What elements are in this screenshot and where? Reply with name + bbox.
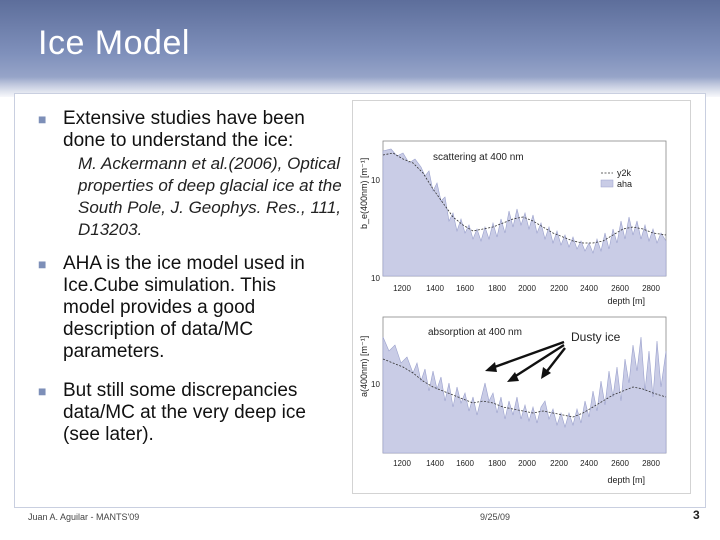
arrow-3-head-icon bbox=[541, 367, 551, 379]
bottom-xtick-2400: 2400 bbox=[580, 459, 598, 468]
title-bar bbox=[0, 0, 720, 97]
footer-date: 9/25/09 bbox=[480, 512, 511, 522]
top-xtick-2600: 2600 bbox=[611, 284, 629, 293]
top-panel-ylabel: b_e(400nm) [m⁻¹] bbox=[359, 158, 369, 229]
top-aha-fill bbox=[382, 148, 667, 277]
bottom-xtick-2200: 2200 bbox=[550, 459, 568, 468]
top-panel-xlabel: depth [m] bbox=[607, 296, 645, 306]
top-xtick-2200: 2200 bbox=[550, 284, 568, 293]
bullet-2: ■ AHA is the ice model used in Ice.Cube … bbox=[38, 253, 323, 363]
bottom-panel-title: absorption at 400 nm bbox=[428, 327, 522, 338]
footer-author: Juan A. Aguilar - MANTS'09 bbox=[28, 512, 140, 522]
bottom-panel-ylabel: a(400nm) [m⁻¹] bbox=[359, 336, 369, 397]
top-xtick-1800: 1800 bbox=[488, 284, 506, 293]
bottom-xtick-1400: 1400 bbox=[426, 459, 444, 468]
top-panel-ytick-2: 10 bbox=[371, 274, 380, 283]
arrow-1 bbox=[488, 340, 565, 371]
top-xtick-2000: 2000 bbox=[518, 284, 536, 293]
bottom-y2k-line bbox=[382, 358, 667, 418]
arrow-2-head-icon bbox=[507, 372, 519, 382]
slide-title: Ice Model bbox=[38, 24, 190, 62]
legend-y2k-label: y2k bbox=[617, 168, 632, 178]
bottom-xtick-2000: 2000 bbox=[518, 459, 536, 468]
bullet-square-icon: ■ bbox=[38, 383, 47, 399]
bullet-3: ■ But still some discrepancies data/MC a… bbox=[38, 380, 338, 446]
top-xtick-2400: 2400 bbox=[580, 284, 598, 293]
ice-figure-svg: scattering at 400 nm y2k aha b_e(400nm) … bbox=[359, 140, 667, 485]
bullet-square-icon: ■ bbox=[38, 111, 47, 127]
top-xtick-2800: 2800 bbox=[642, 284, 660, 293]
legend-aha-label: aha bbox=[617, 179, 632, 189]
top-y2k-line bbox=[382, 152, 667, 244]
slide-number: 3 bbox=[693, 508, 700, 522]
dusty-ice-annotation: Dusty ice bbox=[571, 330, 621, 344]
top-xtick-1200: 1200 bbox=[393, 284, 411, 293]
top-panel-ytick-1: 10 bbox=[371, 176, 380, 185]
arrow-1-head-icon bbox=[485, 362, 497, 372]
bottom-panel-ytick-1: 10 bbox=[371, 380, 380, 389]
bottom-xtick-2800: 2800 bbox=[642, 459, 660, 468]
dusty-ice-arrows bbox=[485, 340, 566, 382]
bottom-xtick-1800: 1800 bbox=[488, 459, 506, 468]
bottom-aha-fill bbox=[382, 336, 667, 454]
bottom-panel-xlabel: depth [m] bbox=[607, 475, 645, 485]
bullet-1: ■ Extensive studies have been done to un… bbox=[38, 108, 338, 152]
bullet-3-text: But still some discrepancies data/MC at … bbox=[63, 380, 306, 445]
top-xtick-1600: 1600 bbox=[456, 284, 474, 293]
top-x-tick-labels: 1200 1400 1600 1800 2000 2200 2400 2600 … bbox=[393, 284, 660, 293]
arrow-2 bbox=[510, 343, 565, 381]
bullet-square-icon: ■ bbox=[38, 256, 47, 272]
reference-citation: M. Ackermann et al.(2006), Optical prope… bbox=[78, 154, 342, 239]
legend-aha-swatch bbox=[600, 179, 614, 188]
bullet-2-text: AHA is the ice model used in Ice.Cube si… bbox=[63, 253, 305, 362]
title-bar-glow bbox=[0, 77, 720, 97]
bottom-x-tick-labels: 1200 1400 1600 1800 2000 2200 2400 2600 … bbox=[393, 459, 660, 468]
bottom-xtick-1600: 1600 bbox=[456, 459, 474, 468]
top-xtick-1400: 1400 bbox=[426, 284, 444, 293]
bottom-xtick-1200: 1200 bbox=[393, 459, 411, 468]
ice-properties-figure: scattering at 400 nm y2k aha b_e(400nm) … bbox=[352, 100, 691, 494]
top-panel-title: scattering at 400 nm bbox=[433, 152, 524, 163]
bullet-1-text: Extensive studies have been done to unde… bbox=[63, 108, 305, 151]
bottom-xtick-2600: 2600 bbox=[611, 459, 629, 468]
